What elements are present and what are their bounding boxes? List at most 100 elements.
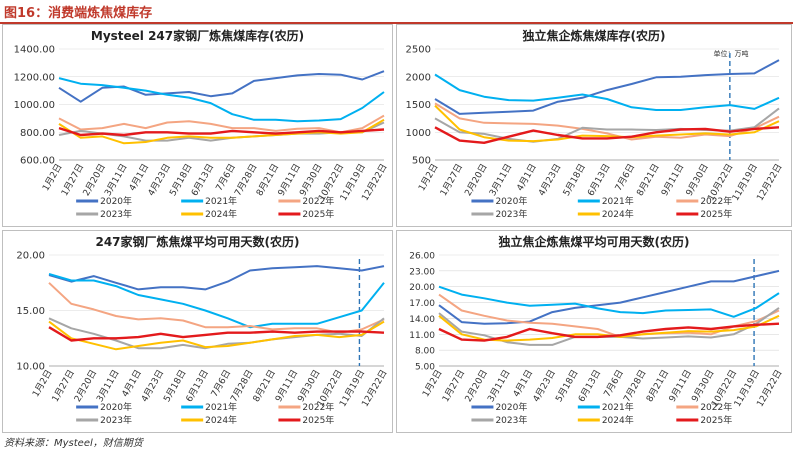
- x-tick-label: 7月6日: [214, 162, 238, 193]
- legend-label-2020: 2020年: [495, 195, 527, 207]
- series-line-2020: [438, 269, 780, 325]
- y-tick-label: 1500: [406, 100, 431, 111]
- legend-label-2020: 2020年: [495, 401, 527, 413]
- series-line-2021: [48, 272, 385, 329]
- x-tick-label: 4月23日: [536, 162, 563, 198]
- x-tick-label: 1月2日: [416, 162, 440, 193]
- legend-label-2022: 2022年: [302, 195, 334, 207]
- chart-title: 独立焦企炼焦煤库存(农历): [522, 28, 666, 43]
- legend-label-2021: 2021年: [205, 401, 237, 413]
- series-line-2021: [438, 285, 780, 318]
- legend-label-2022: 2022年: [302, 401, 334, 413]
- x-tick-label: 8月21日: [635, 162, 662, 198]
- x-tick-label: 1月2日: [30, 368, 54, 399]
- legend-label-2023: 2023年: [100, 208, 132, 220]
- y-tick-label: 800.00: [20, 128, 55, 139]
- chart-steel-available-days: 247家钢厂炼焦煤平均可用天数(农历)20.0015.0010.001月2日1月…: [16, 234, 389, 426]
- chart-title: Mysteel 247家钢厂炼焦煤库存(农历): [91, 28, 304, 43]
- y-tick-label: 14.00: [409, 315, 435, 325]
- x-tick-label: 4月1日: [511, 368, 535, 399]
- legend-label-2024: 2024年: [602, 208, 634, 220]
- legend-label-2025: 2025年: [700, 414, 732, 426]
- series-line-2025: [58, 126, 385, 137]
- chart-panel-steel-inventory: Mysteel 247家钢厂炼焦煤库存(农历) 1400.00 1200.00 100…: [2, 24, 393, 227]
- chart-title: 独立焦企炼焦煤平均可用天数(农历): [498, 234, 690, 249]
- chart-coke-plant-coking-coal-inventory: 独立焦企炼焦煤库存(农历)单位：万吨25002000150010005001月2…: [406, 28, 785, 220]
- x-tick-label: 1月2日: [40, 162, 64, 193]
- series-line-2020: [434, 59, 780, 115]
- series-line-2025: [434, 126, 780, 145]
- y-tick-label: 2000: [406, 72, 431, 83]
- x-tick-label: 1月2日: [420, 368, 444, 399]
- y-tick-label: 20.00: [16, 251, 45, 262]
- y-tick-label: 500: [412, 156, 431, 167]
- series-line-2022: [58, 114, 385, 134]
- series-line-2025: [48, 326, 385, 342]
- figure-title: 图16：消费端炼焦煤库存: [4, 6, 153, 21]
- legend-label-2025: 2025年: [302, 414, 334, 426]
- legend-label-2022: 2022年: [700, 195, 732, 207]
- chart-panel-coke-plant-inventory: 独立焦企炼焦煤库存(农历) 单位：万吨 2500 2000 1500 1000 500 1月2…: [396, 24, 792, 227]
- unit-note: 单位：万吨: [714, 49, 749, 58]
- series-line-2020: [48, 265, 385, 291]
- y-tick-label: 1000.00: [14, 100, 55, 111]
- legend-label-2023: 2023年: [100, 414, 132, 426]
- legend-label-2021: 2021年: [602, 401, 634, 413]
- legend-label-2025: 2025年: [302, 208, 334, 220]
- legend-label-2020: 2020年: [100, 401, 132, 413]
- y-tick-label: 15.00: [16, 306, 45, 317]
- source-note: 资料来源：Mysteel，财信期货: [4, 438, 143, 449]
- y-tick-label: 1200.00: [14, 72, 55, 83]
- legend-label-2024: 2024年: [602, 414, 634, 426]
- x-tick-label: 4月1日: [515, 162, 539, 193]
- figure-header: 图16：消费端炼焦煤库存: [0, 0, 793, 24]
- y-tick-label: 11.00: [409, 331, 435, 341]
- series-line-2024: [48, 320, 385, 351]
- chart-panel-coke-plant-days: 独立焦企炼焦煤平均可用天数(农历) 26.00 23.00 20.00 17.00 14.…: [396, 230, 792, 433]
- legend-label-2024: 2024年: [205, 208, 237, 220]
- x-tick-label: 2月20日: [463, 162, 490, 198]
- x-tick-label: 1月27日: [438, 162, 465, 198]
- x-tick-label: 3月11日: [487, 162, 514, 198]
- legend-label-2023: 2023年: [495, 414, 527, 426]
- y-tick-label: 26.00: [409, 252, 435, 262]
- chart-coke-plant-available-days: 独立焦企炼焦煤平均可用天数(农历) 26.00 23.00 20.00 17.00 14.…: [409, 234, 784, 426]
- x-tick-label: 4月1日: [120, 368, 144, 399]
- legend-label-2025: 2025年: [700, 208, 732, 220]
- y-tick-label: 17.00: [409, 299, 435, 309]
- series-line-2024: [434, 104, 780, 143]
- series-line-2024: [58, 118, 385, 145]
- legend-label-2023: 2023年: [495, 208, 527, 220]
- x-tick-label: 7月6日: [209, 368, 233, 399]
- x-tick-label: 5月18日: [561, 162, 588, 198]
- legend-label-2020: 2020年: [100, 195, 132, 207]
- x-tick-label: 7月6日: [602, 368, 626, 399]
- legend-label-2024: 2024年: [205, 414, 237, 426]
- chart-steel-coking-coal-inventory: Mysteel 247家钢厂炼焦煤库存(农历) 1400.00 1200.00 100…: [14, 28, 390, 220]
- legend-label-2022: 2022年: [700, 401, 732, 413]
- series-line-2021: [434, 73, 780, 111]
- series-line-2021: [58, 77, 385, 123]
- chart-title: 247家钢厂炼焦煤平均可用天数(农历): [95, 234, 299, 249]
- y-tick-label: 2500: [406, 45, 431, 56]
- series-line-2022: [48, 282, 385, 334]
- series-line-2022: [434, 102, 780, 141]
- x-tick-label: 7月6日: [613, 162, 637, 193]
- legend-label-2021: 2021年: [205, 195, 237, 207]
- x-tick-label: 9月30日: [684, 162, 711, 198]
- y-tick-label: 8.00: [415, 347, 435, 357]
- x-tick-label: 4月1日: [127, 162, 151, 193]
- x-tick-label: 9月11日: [659, 162, 686, 198]
- y-tick-label: 5.00: [415, 363, 435, 373]
- y-tick-label: 20.00: [409, 283, 435, 293]
- y-tick-label: 1000: [406, 128, 431, 139]
- y-tick-label: 1400.00: [14, 45, 55, 56]
- chart-panel-steel-days: 247家钢厂炼焦煤平均可用天数(农历) 20.00 15.00 10.00 1月2日 1月…: [2, 230, 393, 433]
- x-tick-label: 6月13日: [585, 162, 612, 198]
- legend-label-2021: 2021年: [602, 195, 634, 207]
- y-tick-label: 23.00: [409, 267, 435, 277]
- y-tick-label: 10.00: [16, 362, 45, 373]
- y-tick-label: 600.00: [20, 156, 55, 167]
- series-line-2025: [438, 322, 780, 342]
